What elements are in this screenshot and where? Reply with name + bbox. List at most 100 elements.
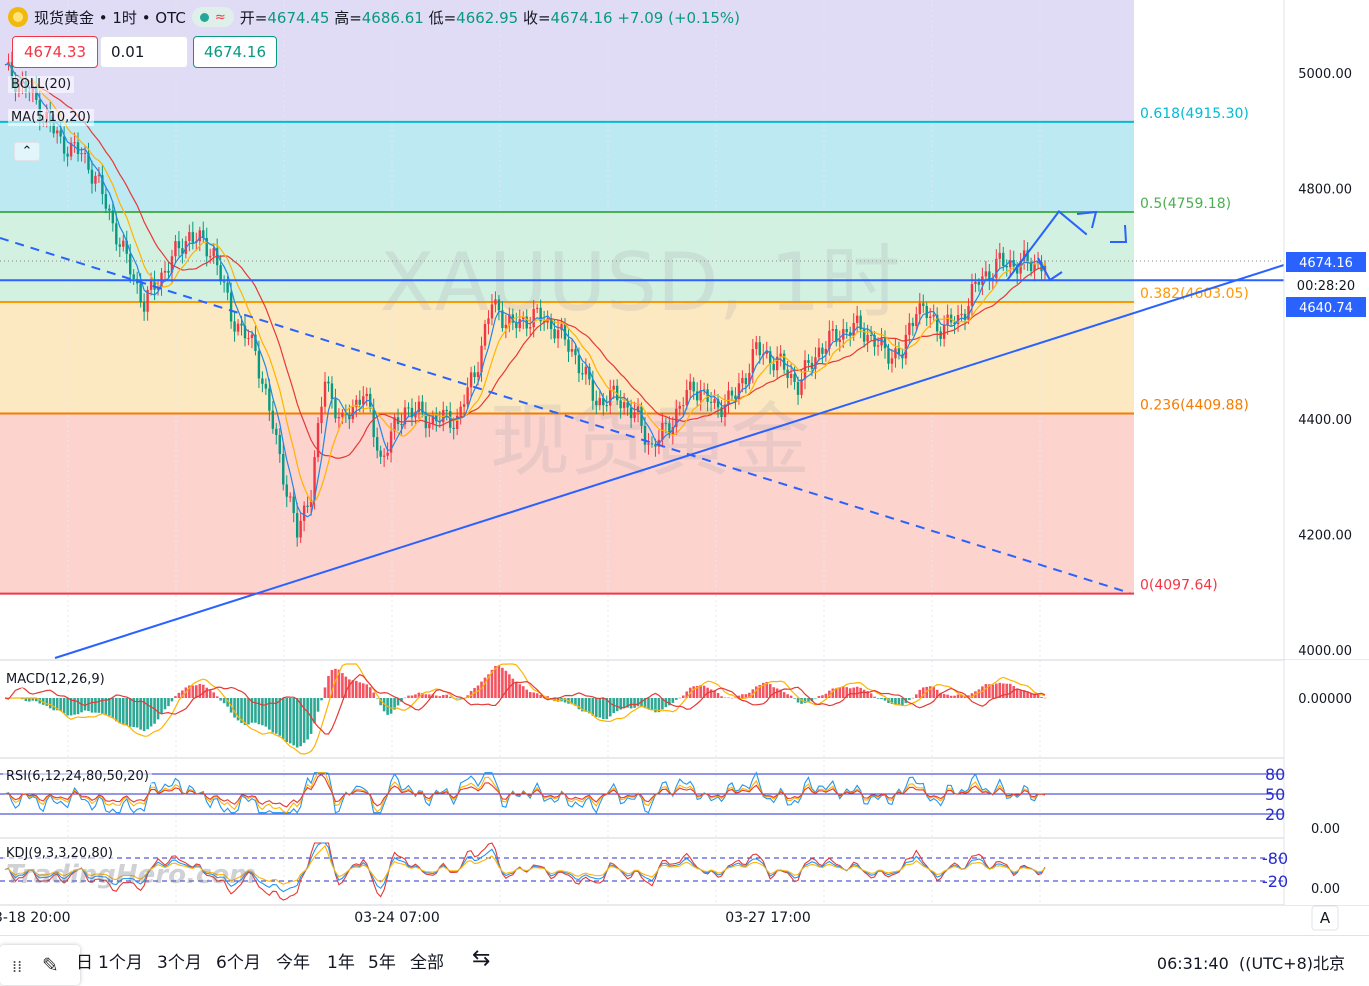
macd-histogram-bar xyxy=(741,694,744,698)
candle-body xyxy=(417,401,421,412)
macd-legend[interactable]: MACD(12,26,9) xyxy=(3,671,108,688)
candle-body xyxy=(101,175,104,195)
macd-histogram-bar xyxy=(977,689,981,698)
range-button-partial[interactable]: 日 xyxy=(76,953,93,973)
range-button[interactable]: 6个月 xyxy=(216,953,261,973)
kdj-legend[interactable]: KDJ(9,3,3,20,80) xyxy=(3,845,116,862)
macd-histogram-bar xyxy=(365,684,369,698)
range-button[interactable]: 全部 xyxy=(410,953,444,973)
macd-histogram-bar xyxy=(657,698,661,713)
candle-body xyxy=(849,332,852,337)
macd-histogram-bar xyxy=(960,694,963,698)
macd-histogram-bar xyxy=(942,694,946,698)
macd-histogram-bar xyxy=(38,698,42,704)
wave-icon: ≈ xyxy=(214,9,226,25)
rsi-legend[interactable]: RSI(6,12,24,80,50,20) xyxy=(3,768,152,785)
macd-histogram-bar xyxy=(626,698,629,708)
candle-body xyxy=(977,281,981,285)
drag-handle-icon[interactable]: ⁞⁞ xyxy=(12,957,23,976)
candle-body xyxy=(295,513,299,538)
projection-arrowhead-1 xyxy=(1076,210,1098,229)
macd-histogram-bar xyxy=(528,692,532,698)
boll-legend[interactable]: BOLL(20) xyxy=(8,76,75,93)
macd-histogram-bar xyxy=(681,695,685,698)
quantity-input[interactable]: 0.01 xyxy=(100,36,188,68)
auto-scale-button-bg[interactable] xyxy=(1311,905,1339,931)
buy-button[interactable]: 4674.16 xyxy=(193,36,277,68)
macd-dif-line xyxy=(5,663,1046,755)
candle-body xyxy=(967,305,970,320)
pencil-draw-icon[interactable]: ✎ xyxy=(42,953,59,977)
auto-scale-button[interactable]: A xyxy=(1320,909,1331,927)
macd-histogram-bar xyxy=(991,684,995,698)
candle-body xyxy=(327,381,330,384)
macd-histogram-bar xyxy=(281,698,285,740)
macd-histogram-bar xyxy=(675,698,678,700)
macd-histogram-bar xyxy=(841,686,845,698)
candle-body xyxy=(222,281,226,283)
range-button[interactable]: 今年 xyxy=(276,953,310,973)
sell-button[interactable]: 4674.33 xyxy=(12,36,98,68)
macd-histogram-bar xyxy=(407,695,410,698)
candle-body xyxy=(108,208,111,211)
candle-body xyxy=(845,329,848,333)
macd-histogram-bar xyxy=(174,696,177,698)
macd-histogram-bar xyxy=(247,698,250,725)
status-pill[interactable]: ≈ xyxy=(191,7,234,27)
symbol-title[interactable]: 现货黄金 • 1时 • OTC xyxy=(34,8,186,27)
ma-legend[interactable]: MA(5,10,20) xyxy=(8,109,94,126)
candle-body xyxy=(240,323,243,326)
macd-histogram-bar xyxy=(181,690,184,698)
macd-histogram-bar xyxy=(226,698,229,707)
collapse-legend-chevron-icon[interactable]: ⌃ xyxy=(14,142,40,161)
candle-body xyxy=(372,408,375,438)
clock-timezone[interactable]: 06:31:40 ((UTC+8)北京 xyxy=(1156,954,1345,973)
macd-histogram-bar xyxy=(233,698,236,718)
macd-histogram-bar xyxy=(876,698,880,699)
candle-body xyxy=(890,358,894,364)
macd-histogram-bar xyxy=(410,695,414,698)
macd-histogram-bar xyxy=(330,669,334,698)
macd-histogram-bar xyxy=(66,698,69,716)
candle-body xyxy=(424,412,428,429)
macd-histogram-bar xyxy=(215,696,219,698)
drawing-toolbox[interactable]: ⁞⁞ ✎ xyxy=(0,945,80,985)
candle-body xyxy=(647,443,650,445)
candle-body xyxy=(984,271,988,277)
macd-histogram-bar xyxy=(605,698,609,720)
candle-body xyxy=(282,454,285,485)
candle-body xyxy=(309,500,313,507)
macd-histogram-bar xyxy=(428,694,431,698)
macd-histogram-bar xyxy=(295,698,299,748)
ohlc-readout: 开=4674.45 高=4686.61 低=4662.95 收=4674.16 … xyxy=(239,8,741,27)
candle-body xyxy=(66,153,69,157)
candle-body xyxy=(702,389,706,391)
candle-body xyxy=(685,389,688,406)
range-button[interactable]: 1个月 xyxy=(98,953,143,973)
candle-body xyxy=(226,282,229,293)
candle-body xyxy=(233,321,236,332)
macd-histogram-bar xyxy=(424,694,428,698)
macd-histogram-bar xyxy=(69,698,73,716)
date-range-icon[interactable]: ⇆ xyxy=(472,946,491,971)
candle-body xyxy=(953,322,956,325)
range-button[interactable]: 3个月 xyxy=(157,953,202,973)
range-button[interactable]: 1年 xyxy=(327,953,355,973)
candle-body xyxy=(163,270,167,273)
symbol-header: 现货黄金 • 1时 • OTC ≈ 开=4674.45 高=4686.61 低=… xyxy=(8,4,740,30)
macd-histogram-bar xyxy=(570,698,574,705)
macd-histogram-bar xyxy=(664,698,668,708)
range-button[interactable]: 5年 xyxy=(368,953,396,973)
candle-body xyxy=(257,350,261,379)
macd-histogram-bar xyxy=(695,685,699,698)
candle-body xyxy=(476,372,480,378)
macd-histogram-bar xyxy=(702,685,706,698)
candle-body xyxy=(779,353,782,357)
macd-histogram-bar xyxy=(894,698,897,705)
candle-body xyxy=(744,377,748,385)
candle-body xyxy=(174,241,177,257)
candle-body xyxy=(619,400,622,409)
dashed-downtrend-line xyxy=(0,237,1131,594)
candle-body xyxy=(236,323,240,332)
